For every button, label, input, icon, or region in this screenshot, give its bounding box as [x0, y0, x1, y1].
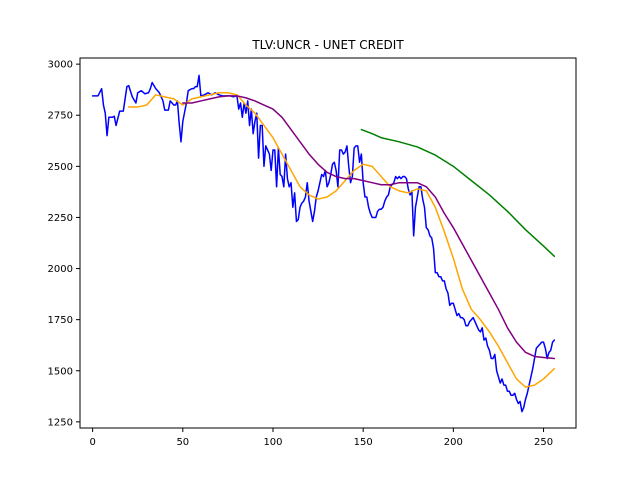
y-tick-label: 2250 [48, 213, 73, 224]
plot-area [79, 57, 577, 429]
y-tick-label: 2500 [48, 162, 73, 173]
y-tick-label: 2000 [48, 264, 73, 275]
x-tick-label: 0 [89, 437, 95, 448]
y-tick-label: 1750 [48, 315, 73, 326]
x-tick-label: 200 [444, 437, 463, 448]
chart-title: TLV:UNCR - UNET CREDIT [251, 38, 404, 52]
axes-background [80, 58, 576, 428]
axes-frame [79, 57, 577, 429]
x-axis: 0 50 100 150 200 250 [89, 428, 553, 448]
long-moving-average-line [360, 128, 556, 258]
series-layer [91, 74, 556, 413]
y-tick-label: 1250 [48, 417, 73, 428]
x-tick-label: 50 [176, 437, 189, 448]
x-tick-label: 150 [354, 437, 373, 448]
medium-moving-average-line [182, 95, 556, 360]
x-tick-label: 250 [534, 437, 553, 448]
y-tick-label: 1500 [48, 366, 73, 377]
short-moving-average-line [127, 92, 556, 388]
y-tick-label: 2750 [48, 111, 73, 122]
y-tick-label: 3000 [48, 60, 73, 71]
x-tick-label: 100 [263, 437, 282, 448]
y-axis: 1250 1500 1750 2000 2250 2500 2750 3000 [48, 60, 80, 428]
